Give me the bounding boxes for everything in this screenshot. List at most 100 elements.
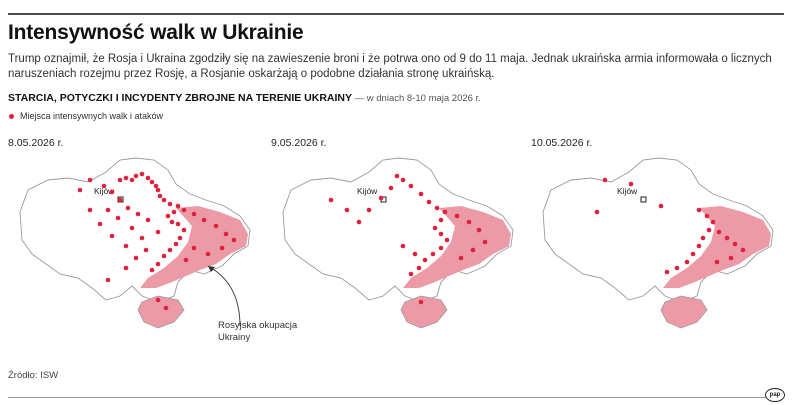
occupied-territory — [403, 206, 511, 288]
legend-label: Miejsca intensywnych walk i ataków — [20, 111, 164, 121]
attack-dot — [129, 225, 135, 231]
kyiv-label: Kijów — [617, 186, 638, 196]
map-panel-2: Kijów — [271, 150, 517, 350]
attack-dot — [125, 205, 131, 211]
kyiv-label: Kijów — [357, 186, 378, 196]
legend-dot-icon — [9, 113, 14, 119]
section-subhead: STARCIA, POTYCZKI I INCYDENTY ZBROJNE NA… — [8, 92, 481, 104]
attack-dot — [139, 171, 145, 177]
attack-dot — [173, 241, 179, 247]
attack-dot — [175, 221, 181, 227]
attack-dot — [117, 197, 123, 203]
attack-dot — [418, 299, 424, 305]
attack-dot — [105, 207, 111, 213]
attack-dot — [157, 193, 163, 199]
attack-dot — [109, 233, 115, 239]
attack-dot — [378, 195, 384, 201]
attack-dot — [684, 259, 690, 265]
crimea-occupied — [137, 295, 185, 329]
attack-dot — [418, 191, 424, 197]
attack-dot — [155, 261, 161, 267]
crimea-occupied — [400, 295, 448, 329]
attack-dot — [408, 271, 414, 277]
attack-dot — [169, 219, 175, 225]
attack-dot — [602, 177, 608, 183]
attack-dot — [422, 257, 428, 263]
attack-dot — [213, 223, 219, 229]
attack-dot — [231, 237, 237, 243]
attack-dot — [87, 177, 93, 183]
occupation-annotation: Rosyjska okupacja Ukrainy — [218, 320, 298, 343]
attack-dot — [191, 245, 197, 251]
attack-dot — [163, 305, 169, 311]
top-rule — [8, 13, 784, 15]
attack-dot — [454, 213, 460, 219]
attack-dot — [696, 243, 702, 249]
attack-dot — [153, 183, 159, 189]
map-date-3: 10.05.2026 r. — [531, 137, 593, 149]
attack-dot — [115, 215, 121, 221]
attack-dot — [177, 235, 183, 241]
attack-dot — [438, 231, 444, 237]
attack-dot — [408, 183, 414, 189]
attack-dot — [171, 209, 177, 215]
attack-dot — [344, 207, 350, 213]
attack-dot — [674, 265, 680, 271]
attack-dot — [732, 241, 738, 247]
subhead-date-range: — w dniach 8-10 maja 2026 r. — [352, 93, 481, 104]
attack-dot — [416, 265, 422, 271]
map-date-2: 9.05.2026 r. — [271, 137, 327, 149]
attack-dot — [161, 197, 167, 203]
attack-dot — [175, 203, 181, 209]
attack-dot — [328, 197, 334, 203]
map-panel-3: Kijów — [531, 150, 777, 350]
attack-dot — [155, 297, 161, 303]
attack-dot — [710, 219, 716, 225]
attack-dot — [482, 239, 488, 245]
attack-dot — [133, 255, 139, 261]
attack-dot — [123, 265, 129, 271]
attack-dot — [696, 207, 702, 213]
annotation-arrow-icon — [208, 266, 215, 272]
attack-dot — [109, 189, 115, 195]
pap-logo: pap — [765, 388, 785, 402]
source-note: Źródło: ISW — [8, 370, 59, 381]
attack-dot — [658, 203, 664, 209]
attack-dot — [183, 257, 189, 263]
attack-dot — [223, 231, 229, 237]
attack-dot — [155, 187, 161, 193]
attack-dot — [716, 229, 722, 235]
attack-dot — [117, 177, 123, 183]
attack-dot — [219, 245, 225, 251]
attack-dot — [139, 235, 145, 241]
attack-dot — [356, 219, 362, 225]
attack-dot — [444, 237, 450, 243]
attack-dot — [728, 255, 734, 261]
attack-dot — [740, 247, 746, 253]
attack-dot — [628, 181, 634, 187]
attack-dot — [664, 269, 670, 275]
attack-dot — [714, 259, 720, 265]
attack-dot — [690, 251, 696, 257]
attack-dot — [133, 173, 139, 179]
attack-dot — [123, 243, 129, 249]
attack-dot — [434, 205, 440, 211]
attack-dot — [706, 227, 712, 233]
attack-dot — [400, 243, 406, 249]
attack-dot — [412, 251, 418, 257]
attack-dot — [181, 207, 187, 213]
attack-dot — [388, 185, 394, 191]
attack-dot — [143, 247, 149, 253]
attack-dot — [466, 219, 472, 225]
bottom-rule — [8, 397, 784, 398]
attack-dot — [145, 175, 151, 181]
attack-dot — [470, 247, 476, 253]
map-panel-1: Kijów — [8, 150, 254, 350]
attack-dot — [77, 187, 83, 193]
kyiv-label: Kijów — [94, 186, 115, 196]
attack-dot — [145, 217, 151, 223]
attack-dot — [191, 211, 197, 217]
attack-dot — [700, 235, 706, 241]
attack-dot — [366, 207, 372, 213]
attack-dot — [458, 255, 464, 261]
